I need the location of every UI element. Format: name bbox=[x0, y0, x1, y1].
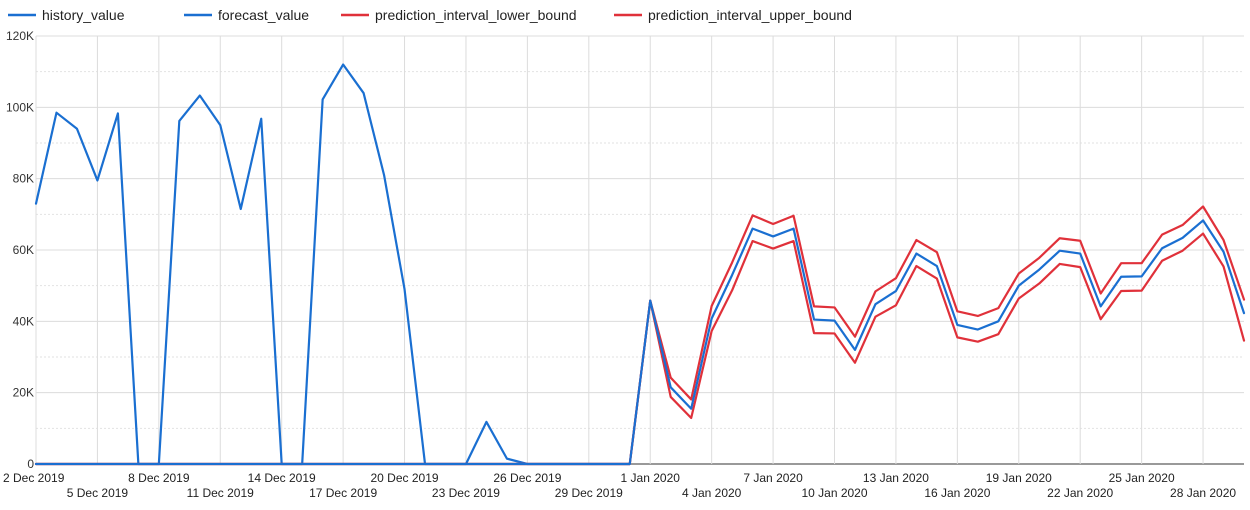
x-tick-label-25-jan-2020: 25 Jan 2020 bbox=[1109, 471, 1175, 485]
x-tick-label-14-dec-2019: 14 Dec 2019 bbox=[248, 471, 316, 485]
x-tick-label-22-jan-2020: 22 Jan 2020 bbox=[1047, 486, 1113, 500]
x-tick-label-11-dec-2019: 11 Dec 2019 bbox=[187, 486, 254, 500]
y-tick-label-20k: 20K bbox=[13, 386, 34, 400]
y-axis: 0 20K 40K 60K 80K 100K 120K bbox=[6, 29, 34, 471]
legend-label-prediction-interval-upper-bound: prediction_interval_upper_bound bbox=[648, 7, 852, 23]
series-line-forecast-value[interactable] bbox=[34, 219, 1246, 466]
x-tick-label-29-dec-2019: 29 Dec 2019 bbox=[555, 486, 623, 500]
x-tick-label-2-dec-2019: 2 Dec 2019 bbox=[3, 471, 65, 485]
y-tick-label-100k: 100K bbox=[6, 100, 34, 114]
legend-label-forecast-value: forecast_value bbox=[218, 7, 309, 23]
y-tick-label-60k: 60K bbox=[13, 243, 34, 257]
x-tick-label-23-dec-2019: 23 Dec 2019 bbox=[432, 486, 500, 500]
legend-item-prediction-interval-lower-bound[interactable]: prediction_interval_lower_bound bbox=[341, 7, 577, 23]
legend-item-prediction-interval-upper-bound[interactable]: prediction_interval_upper_bound bbox=[614, 7, 852, 23]
x-tick-label-13-jan-2020: 13 Jan 2020 bbox=[863, 471, 929, 485]
gridlines bbox=[35, 35, 1244, 465]
y-tick-label-40k: 40K bbox=[13, 314, 34, 328]
x-tick-label-4-jan-2020: 4 Jan 2020 bbox=[682, 486, 742, 500]
series-lines bbox=[34, 63, 1246, 466]
legend-item-history-value[interactable]: history_value bbox=[8, 7, 125, 23]
x-tick-label-8-dec-2019: 8 Dec 2019 bbox=[128, 471, 190, 485]
legend[interactable]: history_value forecast_value prediction_… bbox=[8, 7, 852, 23]
y-tick-label-0: 0 bbox=[27, 457, 34, 471]
series-line-history-value[interactable] bbox=[34, 63, 631, 466]
x-tick-label-5-dec-2019: 5 Dec 2019 bbox=[67, 486, 129, 500]
legend-label-prediction-interval-lower-bound: prediction_interval_lower_bound bbox=[375, 7, 577, 23]
x-tick-label-28-jan-2020: 28 Jan 2020 bbox=[1170, 486, 1236, 500]
legend-item-forecast-value[interactable]: forecast_value bbox=[184, 7, 309, 23]
legend-label-history-value: history_value bbox=[42, 7, 125, 23]
x-tick-label-7-jan-2020: 7 Jan 2020 bbox=[743, 471, 803, 485]
series-line-prediction-interval-lower-bound[interactable] bbox=[34, 232, 1246, 466]
x-tick-label-16-jan-2020: 16 Jan 2020 bbox=[924, 486, 990, 500]
x-tick-label-17-dec-2019: 17 Dec 2019 bbox=[309, 486, 377, 500]
x-tick-label-20-dec-2019: 20 Dec 2019 bbox=[371, 471, 439, 485]
x-tick-label-19-jan-2020: 19 Jan 2020 bbox=[986, 471, 1052, 485]
x-tick-label-1-jan-2020: 1 Jan 2020 bbox=[621, 471, 681, 485]
x-tick-label-26-dec-2019: 26 Dec 2019 bbox=[493, 471, 561, 485]
series-line-prediction-interval-upper-bound[interactable] bbox=[34, 205, 1246, 466]
y-tick-label-80k: 80K bbox=[13, 172, 34, 186]
x-tick-label-10-jan-2020: 10 Jan 2020 bbox=[801, 486, 867, 500]
y-tick-label-120k: 120K bbox=[6, 29, 34, 43]
